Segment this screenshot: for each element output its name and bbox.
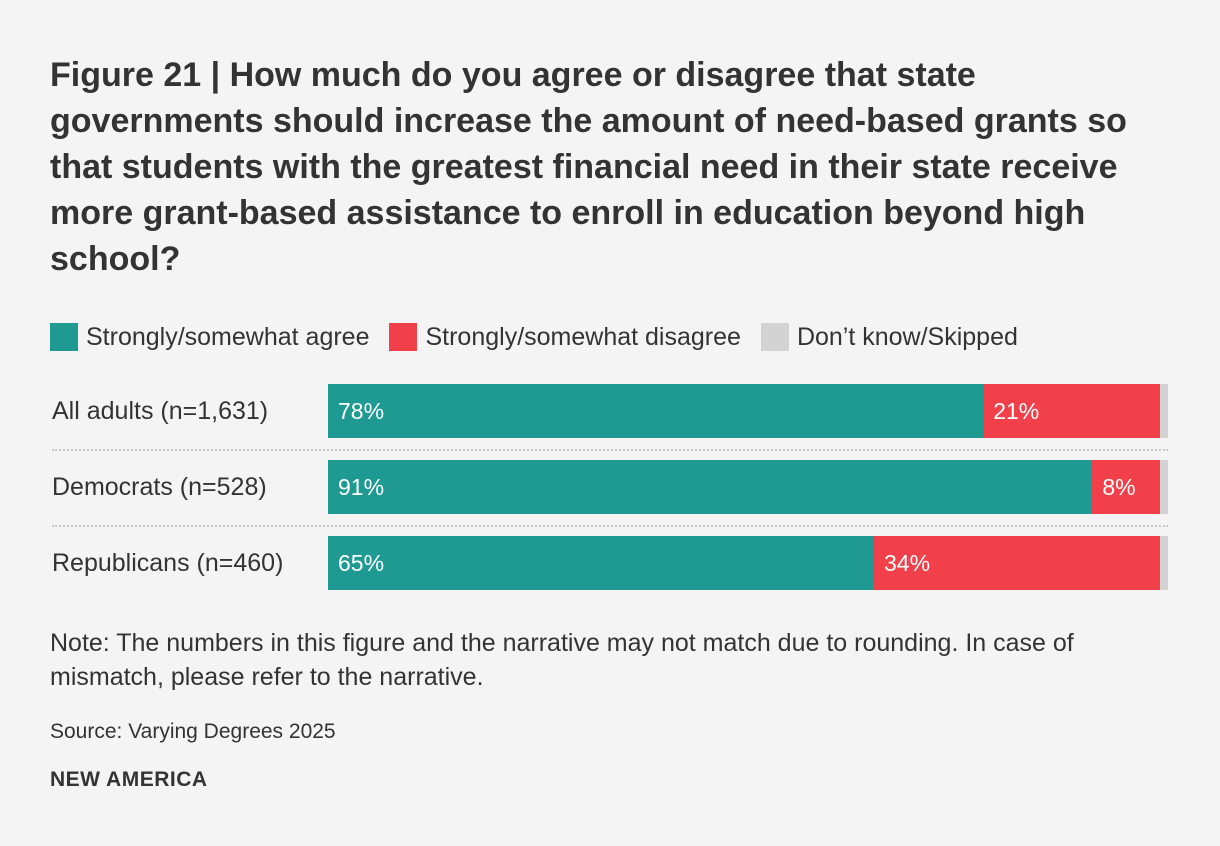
data-label-agree: 91% [338, 474, 385, 500]
bar-segment-dontknow [1159, 536, 1168, 590]
bar-segment-agree [328, 460, 1093, 514]
chart-note: Note: The numbers in this figure and the… [50, 629, 1074, 691]
legend-item-dontknow: Don’t know/Skipped [760, 322, 1018, 352]
bar-segment-disagree [1092, 460, 1160, 514]
bar-segment-disagree [874, 536, 1160, 590]
legend: Strongly/somewhat agree Strongly/somewha… [50, 322, 1038, 352]
row-divider [52, 525, 1168, 527]
bar-segment-disagree [983, 384, 1160, 438]
chart-source: Source: Varying Degrees 2025 [50, 720, 336, 743]
category-label: Republicans (n=460) [52, 549, 284, 577]
row-divider [52, 449, 1168, 451]
legend-swatch-disagree [389, 323, 418, 351]
data-label-disagree: 21% [993, 398, 1040, 424]
bar-segment-dontknow [1159, 460, 1168, 514]
chart-title: Figure 21 | How much do you agree or dis… [50, 56, 1127, 278]
data-label-disagree: 8% [1102, 474, 1136, 500]
legend-item-disagree: Strongly/somewhat disagree [389, 322, 741, 352]
bar-segment-dontknow [1159, 384, 1168, 438]
legend-swatch-dontknow [760, 323, 789, 351]
brand-logo-text: NEW AMERICA [50, 768, 208, 791]
bar-segment-agree [328, 536, 874, 590]
bar-segment-agree [328, 384, 984, 438]
data-label-agree: 65% [338, 550, 385, 576]
legend-label-disagree: Strongly/somewhat disagree [425, 322, 741, 351]
data-label-agree: 78% [338, 398, 385, 424]
legend-swatch-agree [50, 323, 78, 351]
legend-item-agree: Strongly/somewhat agree [50, 323, 369, 352]
legend-label-agree: Strongly/somewhat agree [86, 322, 370, 351]
legend-label-dontknow: Don’t know/Skipped [796, 322, 1018, 351]
category-label: All adults (n=1,631) [52, 397, 269, 425]
data-label-disagree: 34% [884, 550, 931, 576]
category-label: Democrats (n=528) [52, 473, 267, 501]
